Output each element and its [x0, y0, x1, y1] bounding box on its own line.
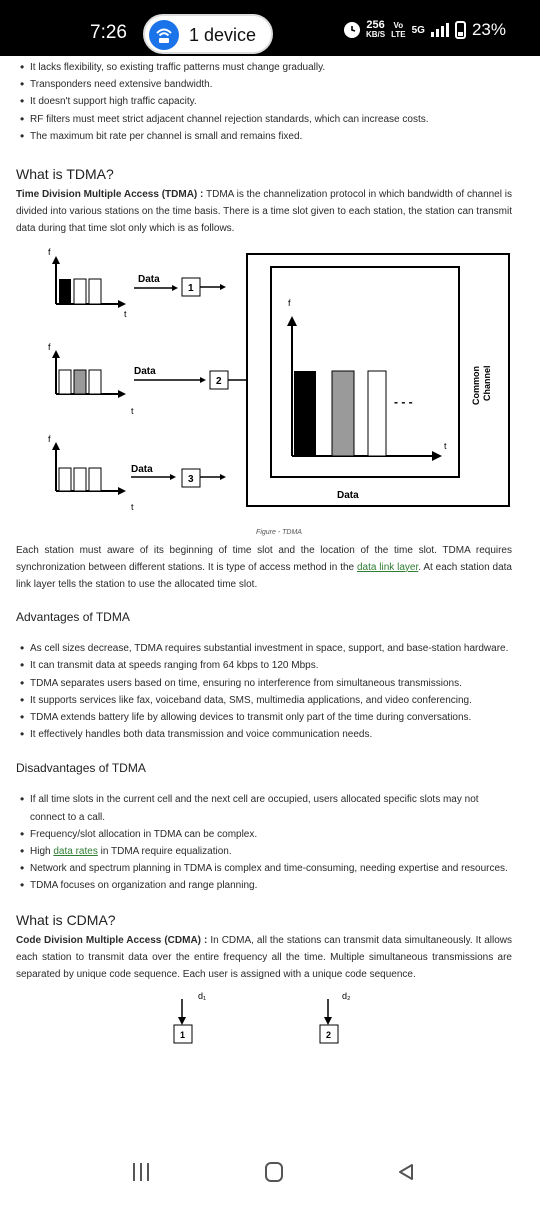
tdma-paragraph-end: . At each station data link layer tells …	[16, 561, 512, 591]
data-label: Data	[138, 274, 160, 285]
axis-t-label: t	[131, 502, 134, 512]
list-item-text: High	[30, 846, 54, 858]
status-time: 7:26	[90, 22, 127, 43]
continuation-dots: - - -	[394, 395, 413, 409]
common-label: Common	[471, 366, 481, 405]
station-3-graph: f t Data 3	[48, 434, 226, 512]
volte-indicator: Vo LTE	[391, 21, 406, 39]
d1-label: d₁	[198, 991, 206, 1001]
data-label: Data	[337, 490, 359, 501]
cdma-diagram: d₁ 1 d₂ 2	[173, 991, 351, 1044]
cdma-heading: What is CDMA?	[16, 911, 116, 928]
station-number: 2	[216, 376, 222, 387]
list-item: It can transmit data at speeds ranging f…	[16, 657, 512, 674]
disadvantages-heading: Disadvantages of TDMA	[16, 761, 146, 776]
status-bar: 7:26 1 device 256 KB/S Vo LTE 5G 23%	[0, 0, 540, 56]
back-icon[interactable]	[396, 1162, 416, 1182]
cdma-intro-text: In CDMA, all the stations can transmit d…	[16, 934, 512, 981]
list-item: Frequency/slot allocation in TDMA can be…	[16, 826, 512, 843]
home-icon[interactable]	[265, 1162, 283, 1182]
list-item: TDMA extends battery life by allowing de…	[16, 709, 512, 726]
list-item: It effectively handles both data transmi…	[16, 726, 512, 743]
hotspot-label: 1 device	[189, 25, 257, 45]
station-2-graph: f t Data 2	[48, 342, 252, 416]
volte-bottom: LTE	[391, 30, 406, 39]
cdma-figure: d₁ 1 d₂ 2	[16, 989, 512, 1049]
cdma-intro: Code Division Multiple Access (CDMA) : I…	[16, 932, 512, 984]
station-number: 1	[188, 283, 194, 294]
list-item: TDMA separates users based on time, ensu…	[16, 675, 512, 692]
data-label: Data	[131, 464, 153, 475]
navigation-bar	[0, 1140, 540, 1206]
advantages-heading: Advantages of TDMA	[16, 610, 130, 625]
advantages-list: As cell sizes decrease, TDMA requires su…	[16, 640, 512, 743]
list-item-text: in TDMA require equalization.	[97, 846, 232, 858]
axis-t-label: t	[124, 309, 127, 319]
station-number: 1	[180, 1030, 185, 1040]
list-item: As cell sizes decrease, TDMA requires su…	[16, 640, 512, 657]
tdma-intro-term: Time Division Multiple Access (TDMA) :	[16, 189, 204, 201]
limitations-list: It lacks flexibility, so existing traffi…	[16, 59, 512, 145]
list-item: It doesn't support high traffic capacity…	[16, 93, 512, 110]
list-item: Network and spectrum planning in TDMA is…	[16, 860, 512, 877]
tdma-paragraph-text: Each station must aware of its beginning…	[16, 544, 512, 573]
axis-f-label: f	[288, 298, 291, 308]
list-item: The maximum bit rate per channel is smal…	[16, 128, 512, 145]
battery-percent: 23%	[471, 20, 506, 39]
list-item: It lacks flexibility, so existing traffi…	[16, 59, 512, 76]
cdma-station-2: d₂ 2	[319, 991, 351, 1044]
axis-f-label: f	[48, 434, 51, 444]
hotspot-chip[interactable]: 1 device	[143, 14, 273, 54]
list-item: Transponders need extensive bandwidth.	[16, 76, 512, 93]
cdma-intro-term: Code Division Multiple Access (CDMA) :	[16, 934, 208, 946]
volte-top: Vo	[393, 21, 404, 30]
network-speed: 256 KB/S	[366, 20, 385, 40]
axis-t-label: t	[131, 406, 134, 416]
list-item: It supports services like fax, voiceband…	[16, 692, 512, 709]
article: It lacks flexibility, so existing traffi…	[16, 56, 512, 1049]
recents-icon[interactable]	[133, 1163, 149, 1181]
list-item: High data rates in TDMA require equaliza…	[16, 843, 512, 860]
station-number: 2	[326, 1030, 331, 1040]
list-item: TDMA focuses on organization and range p…	[16, 877, 512, 894]
axis-t-label: t	[444, 441, 447, 451]
cdma-station-1: d₁ 1	[173, 991, 206, 1044]
station-1-graph: f t Data 1	[48, 247, 226, 319]
d2-label: d₂	[342, 991, 351, 1001]
battery-icon	[454, 21, 466, 39]
data-link-layer-link[interactable]: data link layer	[356, 561, 419, 573]
tdma-intro: Time Division Multiple Access (TDMA) : T…	[16, 186, 512, 238]
tdma-paragraph: Each station must aware of its beginning…	[16, 542, 512, 594]
network-type: 5G	[411, 24, 425, 36]
tdma-diagram: f t Data 1 f	[48, 247, 510, 512]
hotspot-icon	[149, 20, 179, 50]
list-item: If all time slots in the current cell an…	[16, 791, 512, 825]
axis-f-label: f	[48, 247, 51, 257]
alarm-icon	[343, 22, 360, 38]
data-rates-link[interactable]: data rates	[53, 846, 98, 858]
data-label: Data	[134, 366, 156, 377]
tdma-intro-text: TDMA is the channelization protocol in w…	[16, 189, 512, 235]
station-number: 3	[188, 474, 194, 485]
tdma-heading: What is TDMA?	[16, 166, 114, 183]
disadvantages-list: If all time slots in the current cell an…	[16, 791, 512, 894]
axis-f-label: f	[48, 342, 51, 352]
speed-unit: KB/S	[365, 30, 386, 39]
common-channel-box: f t - - - Data Common Channel	[246, 252, 510, 507]
channel-label: Channel	[482, 365, 492, 401]
speed-value: 256	[366, 19, 385, 31]
list-item: RF filters must meet strict adjacent cha…	[16, 111, 512, 128]
figure-caption: Figure - TDMA	[256, 528, 302, 536]
tdma-figure: f t Data 1 f	[16, 244, 512, 534]
signal-icon	[430, 23, 449, 37]
